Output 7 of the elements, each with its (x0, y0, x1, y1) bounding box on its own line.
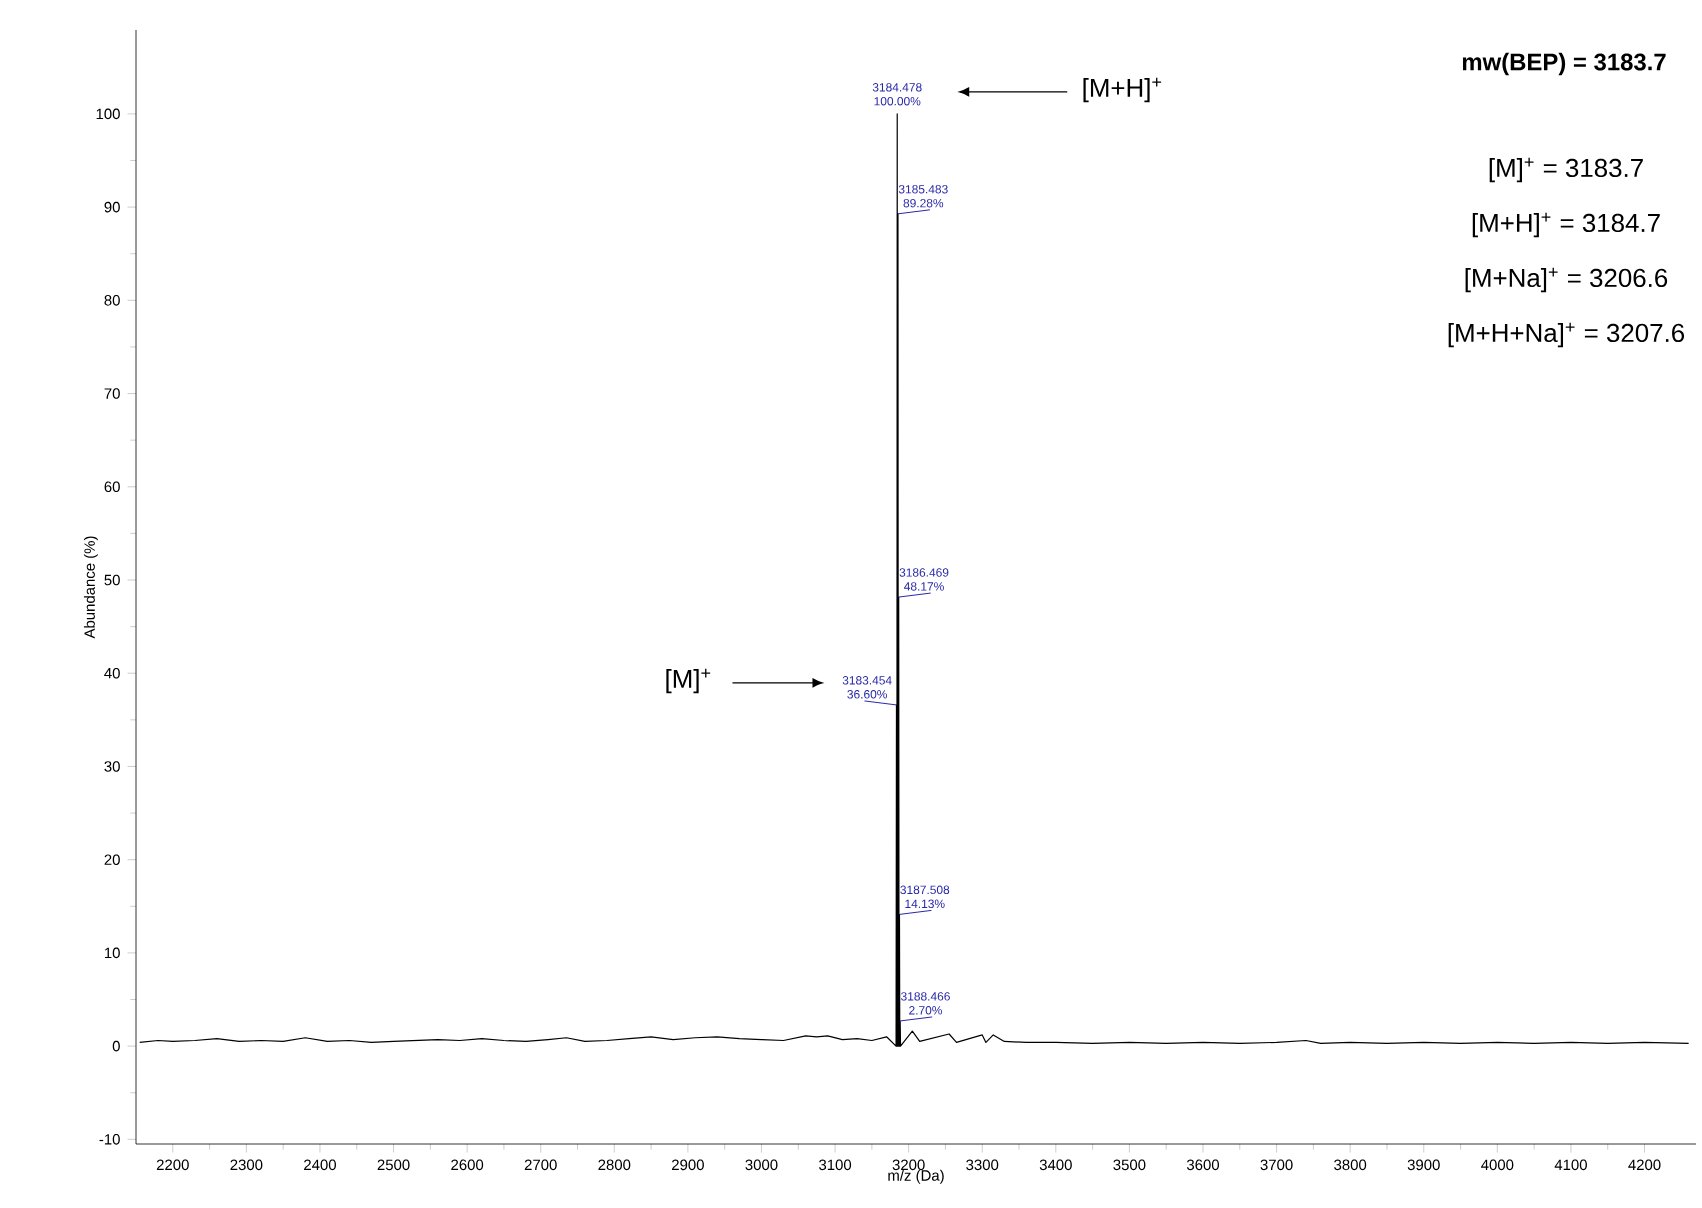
annotation: [M]$^{+}$ = 3183.7 (1489, 157, 1643, 183)
annotation: [M+Na]$^{+}$ = 3206.6 (1465, 267, 1668, 293)
annotation: [M+H+Na]$^{+}$ = 3207.6 (1448, 322, 1685, 348)
annotation: [M]$^{+}$ (666, 668, 711, 694)
annotation: [M+H]$^{+}$ (1083, 77, 1162, 103)
text: mw(BEP) = 3183.7 (1462, 52, 1666, 76)
annotation: [M+H]$^{+}$ = 3184.7 (1472, 212, 1660, 238)
